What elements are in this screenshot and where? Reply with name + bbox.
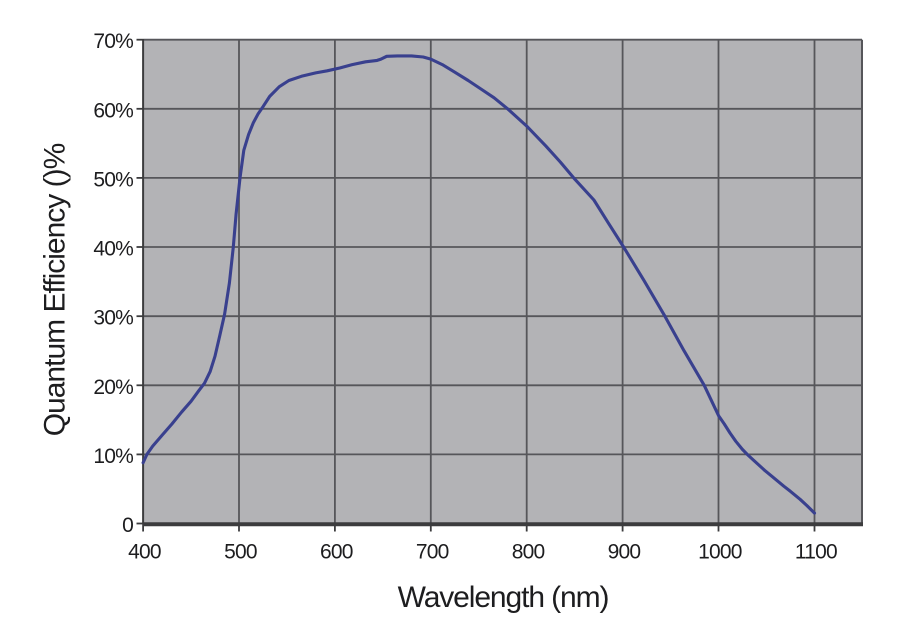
svg-text:60%: 60% [93,99,133,122]
svg-text:50%: 50% [93,168,133,191]
svg-text:1100: 1100 [795,540,837,563]
svg-text:0: 0 [122,514,133,537]
svg-text:500: 500 [224,540,257,563]
svg-text:30%: 30% [93,307,133,330]
svg-text:400: 400 [128,540,161,563]
svg-text:Wavelength (nm): Wavelength (nm) [398,581,609,614]
svg-text:1000: 1000 [698,540,742,563]
svg-text:Quantum Efficiency ()%: Quantum Efficiency ()% [39,143,72,436]
svg-text:40%: 40% [93,238,133,261]
svg-text:800: 800 [512,540,545,563]
svg-text:700: 700 [416,540,449,563]
svg-text:600: 600 [320,540,353,563]
svg-text:10%: 10% [93,445,133,468]
svg-text:900: 900 [608,540,641,563]
svg-text:20%: 20% [93,376,133,399]
svg-text:70%: 70% [93,30,133,53]
